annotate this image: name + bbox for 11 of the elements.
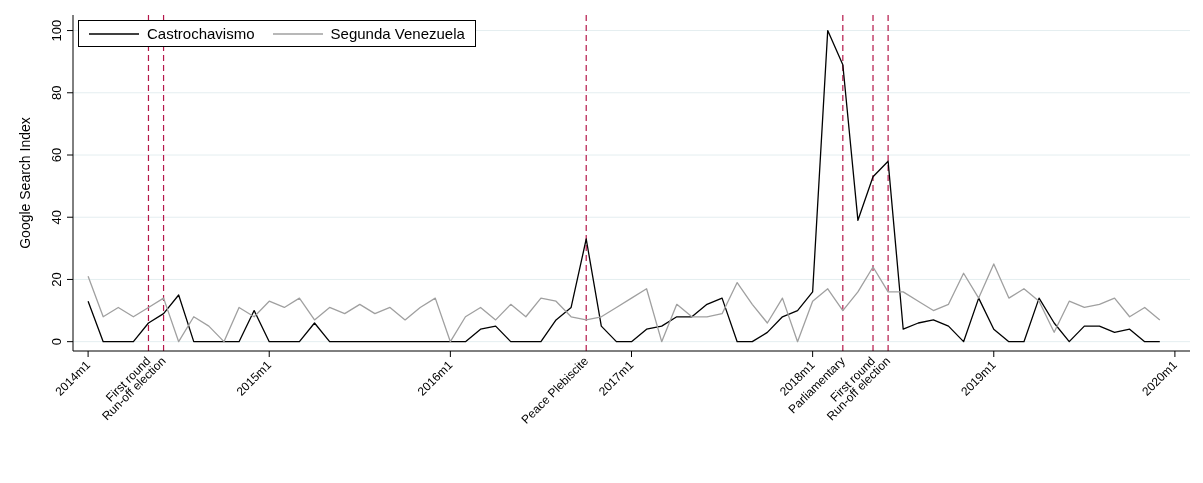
line-series [87, 263, 1161, 343]
y-tick-label: 20 [49, 272, 64, 287]
y-tick-label: 0 [49, 338, 64, 346]
legend-label: Castrochavismo [147, 25, 255, 42]
y-axis-title: Google Search Index [16, 117, 33, 249]
y-tick-label: 40 [49, 209, 64, 225]
line-series [87, 29, 1161, 343]
y-tick-label: 80 [49, 85, 64, 101]
y-tick-label: 60 [49, 147, 64, 163]
legend-label: Segunda Venezuela [330, 25, 465, 42]
y-tick-label: 100 [49, 19, 64, 42]
